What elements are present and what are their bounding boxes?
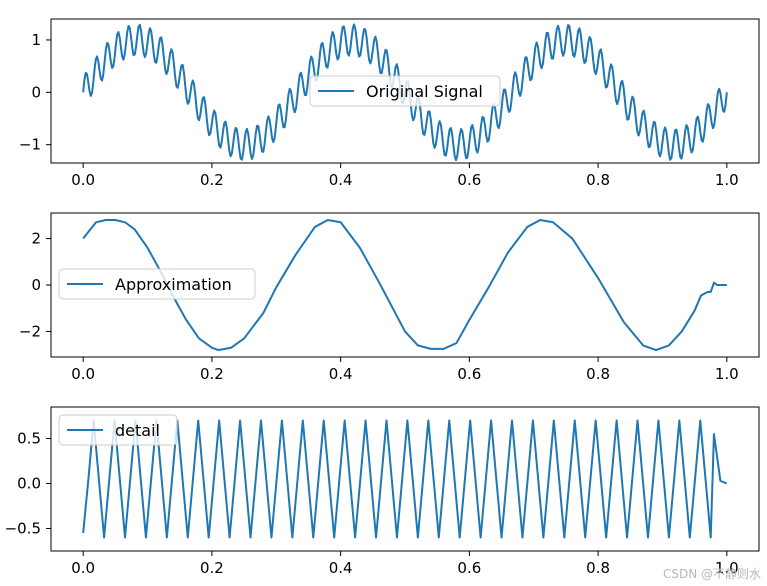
subplot-detail: 0.0 0.2 0.4 0.6 0.8 1.0 0.5 0.0 −0.5 detail (5, 406, 760, 577)
axes-frame (50, 406, 760, 552)
x-tick-label: 1.0 (715, 559, 739, 577)
x-tick-label: 0.8 (586, 559, 610, 577)
x-tick-label: 0.8 (586, 365, 610, 383)
axes-frame (50, 18, 760, 164)
watermark: CSDN @不静则水 (662, 567, 761, 581)
x-tick-label: 0.0 (71, 171, 95, 189)
x-tick-label: 0.4 (329, 559, 353, 577)
legend-label: Original Signal (366, 82, 483, 101)
legend-label: Approximation (115, 275, 232, 294)
x-tick-label: 0.4 (329, 365, 353, 383)
x-tick-label: 0.8 (586, 171, 610, 189)
x-tick-label: 0.2 (200, 171, 224, 189)
y-tick-label: 0 (31, 83, 41, 101)
x-tick-label: 0.2 (200, 365, 224, 383)
y-tick-label: −1 (19, 136, 41, 154)
series-line-detail (82, 419, 728, 539)
y-tick-label: −0.5 (5, 520, 41, 538)
y-tick-label: 1 (31, 31, 41, 49)
x-tick-label: 0.4 (329, 171, 353, 189)
x-tick-label: 1.0 (715, 365, 739, 383)
y-tick-label: 0.5 (17, 430, 41, 448)
legend-label: detail (115, 421, 160, 440)
x-tick-label: 0.2 (200, 559, 224, 577)
legend-approximation[interactable]: Approximation (58, 268, 256, 300)
subplot-approximation: 0.0 0.2 0.4 0.6 0.8 1.0 2 0 −2 Approximation (19, 212, 760, 383)
legend-detail[interactable]: detail (58, 414, 178, 446)
y-tick-label: 0 (31, 276, 41, 294)
y-tick-label: 0.0 (17, 475, 41, 493)
legend-original-signal[interactable]: Original Signal (309, 75, 501, 107)
axes-frame (50, 212, 760, 358)
x-tick-label: 1.0 (715, 171, 739, 189)
x-tick-label: 0.6 (457, 171, 481, 189)
x-tick-label: 0.0 (71, 559, 95, 577)
y-tick-label: 2 (31, 230, 41, 248)
subplot-original-signal: 0.0 0.2 0.4 0.6 0.8 1.0 1 0 −1 Original Signal (19, 18, 760, 189)
x-tick-label: 0.6 (457, 365, 481, 383)
x-tick-label: 0.6 (457, 559, 481, 577)
x-tick-label: 0.0 (71, 365, 95, 383)
y-tick-label: −2 (19, 322, 41, 340)
